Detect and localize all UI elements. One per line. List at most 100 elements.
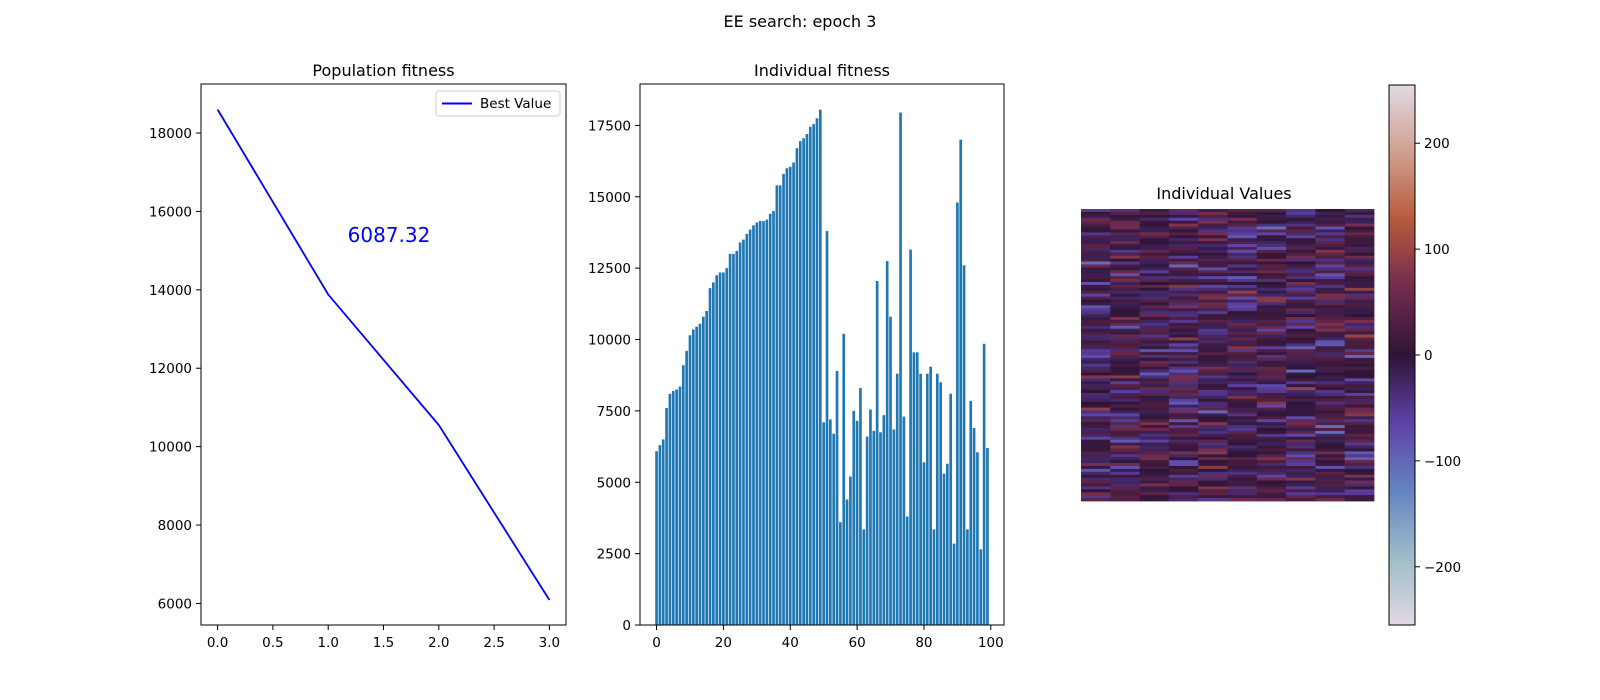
heatmap-cell [1256, 282, 1287, 286]
heatmap-cell [1344, 381, 1375, 385]
heatmap-cell [1081, 311, 1111, 315]
heatmap-cell [1344, 235, 1375, 239]
heatmap-cell [1110, 290, 1140, 295]
heatmap-cell [1139, 363, 1170, 368]
heatmap-cell [1227, 480, 1258, 484]
heatmap-cell [1081, 279, 1111, 283]
heatmap-cell [1286, 252, 1316, 257]
individual-fitness-title: Individual fitness [754, 61, 890, 80]
heatmap-cell [1344, 325, 1375, 330]
heatmap-cell [1315, 241, 1346, 245]
heatmap-cell [1315, 235, 1346, 239]
heatmap-cell [1081, 498, 1111, 502]
heatmap-cell [1227, 249, 1258, 254]
heatmap-cell [1344, 463, 1375, 467]
heatmap-cell [1139, 357, 1170, 362]
heatmap-cell [1139, 235, 1170, 239]
heatmap-cell [1168, 360, 1199, 365]
heatmap-cell [1198, 302, 1228, 306]
heatmap-cell [1139, 474, 1170, 479]
heatmap-cell [1139, 442, 1170, 446]
fitness-bar [932, 529, 936, 625]
heatmap-cell [1168, 214, 1199, 219]
heatmap-cell [1168, 340, 1199, 344]
heatmap-cell [1227, 229, 1258, 233]
heatmap-cell [1286, 445, 1316, 449]
heatmap-cell [1168, 483, 1199, 487]
heatmap-cell [1139, 258, 1170, 262]
best-value-annotation: 6087.32 [348, 223, 431, 247]
y-tick-label: 16000 [149, 204, 192, 220]
heatmap-cell [1081, 413, 1111, 417]
heatmap-cell [1081, 410, 1111, 414]
heatmap-cell [1286, 390, 1316, 394]
fitness-bar [788, 166, 792, 625]
heatmap-cell [1198, 489, 1228, 493]
heatmap-cell [1286, 325, 1316, 330]
heatmap-cell [1256, 355, 1287, 359]
heatmap-cell [1256, 474, 1287, 479]
heatmap-cell [1286, 296, 1316, 300]
heatmap-cell [1198, 238, 1228, 242]
heatmap-cell [1286, 498, 1316, 502]
heatmap-cell [1081, 290, 1111, 295]
heatmap-cell [1081, 328, 1111, 333]
fitness-bar [855, 420, 859, 625]
heatmap-cell [1256, 483, 1287, 487]
heatmap-cell [1344, 492, 1375, 496]
heatmap-cell [1081, 235, 1111, 239]
heatmap-cell [1139, 296, 1170, 300]
heatmap-cell [1110, 302, 1140, 306]
fitness-bar [976, 452, 979, 625]
heatmap-cell [1256, 480, 1287, 484]
fitness-bar [715, 275, 719, 625]
heatmap-cell [1081, 419, 1111, 423]
heatmap-cell [1344, 395, 1375, 400]
heatmap-cell [1139, 498, 1170, 502]
heatmap-cell [1286, 220, 1316, 224]
heatmap-cell [1227, 407, 1258, 411]
heatmap-cell [1198, 311, 1228, 315]
heatmap-cell [1139, 238, 1170, 242]
heatmap-cell [1081, 308, 1111, 312]
individual-values-heatmap: Individual Values [1081, 184, 1375, 502]
heatmap-cell [1286, 352, 1316, 356]
heatmap-cell [1081, 244, 1111, 248]
heatmap-cell [1081, 232, 1111, 236]
heatmap-cell [1198, 407, 1228, 411]
heatmap-cell [1315, 430, 1346, 435]
heatmap-cell [1227, 314, 1258, 318]
heatmap-cell [1081, 442, 1111, 446]
heatmap-cell [1198, 319, 1228, 324]
heatmap-cell [1110, 255, 1140, 260]
heatmap-cell [1286, 287, 1316, 292]
heatmap-cell [1315, 495, 1346, 499]
heatmap-cell [1344, 346, 1375, 350]
heatmap-cell [1110, 270, 1140, 274]
heatmap-cell [1315, 261, 1346, 265]
heatmap-cell [1168, 331, 1199, 335]
heatmap-cell [1344, 363, 1375, 368]
heatmap-cell [1256, 387, 1287, 391]
heatmap-cell [1081, 337, 1111, 341]
heatmap-cell [1198, 401, 1228, 406]
heatmap-cell [1286, 477, 1316, 481]
heatmap-cell [1110, 398, 1140, 403]
heatmap-cell [1286, 483, 1316, 487]
heatmap-cell [1110, 486, 1140, 490]
heatmap-cell [1315, 468, 1346, 473]
heatmap-cell [1139, 346, 1170, 350]
heatmap-cell [1139, 477, 1170, 481]
fitness-bar [712, 282, 715, 625]
fitness-bar [671, 390, 675, 625]
heatmap-cell [1315, 445, 1346, 449]
heatmap-cell [1256, 296, 1287, 300]
heatmap-cell [1315, 372, 1346, 376]
heatmap-cell [1315, 229, 1346, 233]
heatmap-cell [1227, 325, 1258, 330]
heatmap-cell [1256, 273, 1287, 277]
heatmap-cell [1139, 314, 1170, 318]
heatmap-cell [1168, 249, 1199, 254]
heatmap-cell [1315, 255, 1346, 260]
fitness-bar [702, 316, 705, 625]
